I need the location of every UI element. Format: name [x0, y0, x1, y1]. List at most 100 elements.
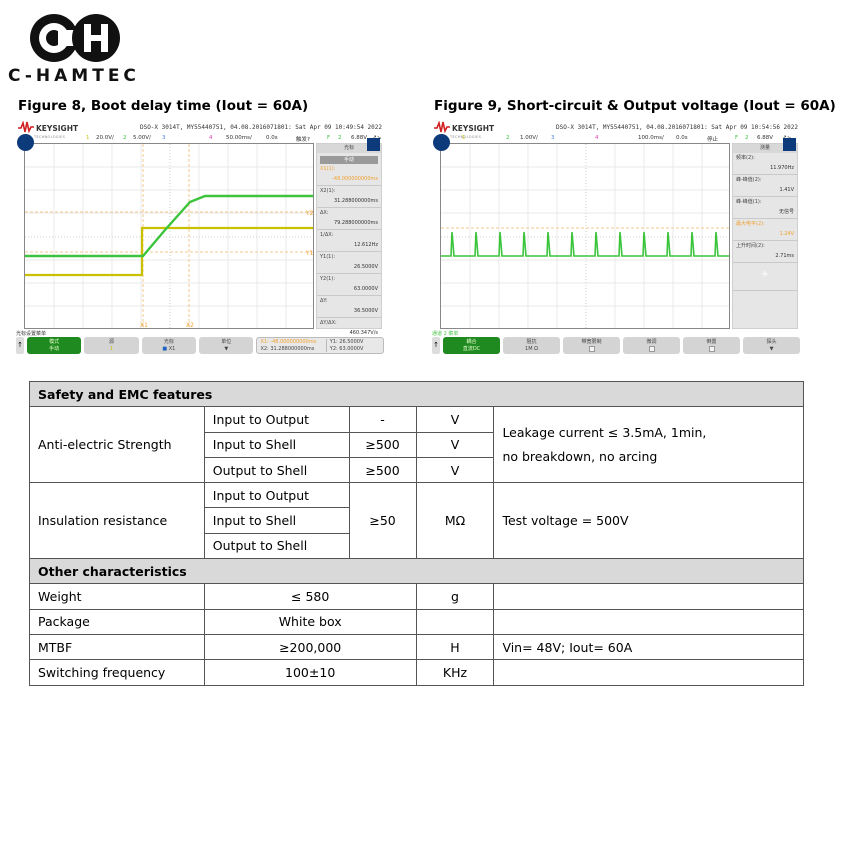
panel-toggle-button[interactable]: [367, 138, 380, 151]
vendor-sub: TECHNOLOGIES: [450, 134, 482, 139]
delay: 0.0s: [266, 135, 278, 141]
status-bar: 1 2 1.00V/ 3 4 100.0ms/ 0.0s 停止 F 2 6.88…: [432, 134, 800, 143]
cursor-x1-marker: X1: [140, 322, 148, 329]
softkey-coupling[interactable]: 耦合 直流DC: [443, 337, 500, 354]
add-measurement-icon[interactable]: +: [733, 263, 797, 291]
softkey-impedance[interactable]: 阻抗 1M Ω: [503, 337, 560, 354]
ch2-scale: 1.00V/: [520, 135, 538, 141]
keysight-logo: KEYSIGHT TECHNOLOGIES: [18, 120, 79, 139]
table-row: Switching frequency 100±10 KHz: [29, 659, 804, 686]
ch4-num: 4: [209, 135, 213, 141]
trigger-level: 6.88V: [351, 135, 368, 141]
keysight-wave-icon: [434, 121, 450, 133]
keysight-wave-icon: [18, 121, 34, 133]
invert-checkbox[interactable]: [708, 346, 715, 352]
table-row: Anti-electric Strength Input to Output -…: [29, 406, 804, 484]
softkey-bw-limit[interactable]: 带宽限制: [563, 337, 620, 354]
status-bar: 1 20.0V/ 2 5.00V/ 3 4 50.00ms/ 0.0s 触发? …: [16, 134, 384, 143]
table-row: Output to Shell ≥500 V: [30, 456, 804, 484]
delay: 0.0s: [676, 135, 688, 141]
vendor-name: KEYSIGHT: [452, 123, 495, 133]
table-row: Insulation resistance Input to Output ≥5…: [29, 482, 804, 560]
company-logo: C-HAMTEC: [6, 8, 156, 86]
ch1-num: 1: [462, 135, 466, 141]
section-header-safety: Safety and EMC features: [29, 380, 804, 408]
softkey-fine[interactable]: 微调: [623, 337, 680, 354]
fine-checkbox[interactable]: [648, 346, 655, 352]
vendor-name: KEYSIGHT: [36, 123, 79, 133]
trigger-state: 停止: [707, 137, 719, 143]
waveform-display: X1 X2 Y2 Y1: [24, 143, 314, 329]
ch1-num: 1: [86, 135, 90, 141]
ch1-scale: 20.0V/: [96, 135, 114, 141]
trigger-icon: F: [327, 135, 331, 141]
measure-max-level: 最大电平(2): 1.24V: [733, 219, 797, 241]
measure-rise-time: 上升时间(2): 2.71ms: [733, 241, 797, 263]
readout-x2: X2(1): 31.288000000ms: [317, 186, 381, 208]
ch3-num: 3: [551, 135, 555, 141]
back-arrow-button[interactable]: ↑: [432, 337, 440, 354]
timebase: 50.00ms/: [226, 135, 252, 141]
softkey-units[interactable]: 单位 ▼: [199, 337, 254, 354]
measure-pk-pk-ch2: 峰-峰值(2): 1.41V: [733, 175, 797, 197]
spec-table: Safety and EMC features Anti-electric St…: [29, 380, 804, 686]
ch4-num: 4: [595, 135, 599, 141]
ch2-scale: 5.00V/: [133, 135, 151, 141]
ch3-num: 3: [162, 135, 166, 141]
readout-x1: X1(1): -48.000000000ms: [317, 164, 381, 186]
timebase: 100.0ms/: [638, 135, 664, 141]
bw-limit-checkbox[interactable]: [588, 346, 595, 352]
readout-inv-dx: 1/ΔX: 12.612Hz: [317, 230, 381, 252]
readout-y1: Y1(1): 26.5000V: [317, 252, 381, 274]
oscilloscope-screenshot-short-circuit: KEYSIGHT TECHNOLOGIES DSO-X 3014T, MY554…: [432, 118, 800, 356]
readout-dx: ΔX: 79.288000000ms: [317, 208, 381, 230]
table-row: Input to Shell ≥500 V: [30, 431, 804, 458]
table-row: MTBF ≥200,000 H Vin= 48V; Iout= 60A: [29, 633, 804, 661]
trigger-icon: F: [735, 135, 739, 141]
scope-menu-button[interactable]: [17, 134, 34, 151]
leakage-note: Leakage current ≤ 3.5mA, 1min, no breakd…: [493, 406, 804, 484]
softkey-cursor[interactable]: 光标 ■ X1: [141, 337, 197, 354]
softkey-mode[interactable]: 模式 手动: [27, 337, 82, 354]
side-panel-title: 测量: [759, 145, 770, 151]
logo-text: C-HAMTEC: [8, 66, 140, 86]
softkey-probe[interactable]: 探头 ▼: [743, 337, 800, 354]
vendor-sub: TECHNOLOGIES: [34, 134, 66, 139]
menu-caption: 光标设置菜单: [16, 331, 47, 337]
test-voltage-note: Test voltage = 500V: [493, 482, 804, 560]
trigger-channel: 2: [745, 135, 749, 141]
cursor-readout: X1: -48.000000000ms X2: 31.288000000ms Y1…: [256, 337, 385, 354]
back-arrow-button[interactable]: ↑: [16, 337, 24, 354]
readout-dy: ΔY: 36.5000V: [317, 296, 381, 318]
measure-frequency: 频率(2): 11.970Hz: [733, 153, 797, 175]
scope-header-info: DSO-X 3014T, MY55440751, 04.08.201607180…: [139, 124, 382, 131]
ch2-num: 2: [123, 135, 127, 141]
waveform-plot: [441, 144, 729, 328]
table-row: Output to Shell: [30, 532, 804, 560]
scope-header-info: DSO-X 3014T, MY55440751, 04.08.201607180…: [555, 124, 798, 131]
oscilloscope-screenshot-boot-delay: KEYSIGHT TECHNOLOGIES DSO-X 3014T, MY554…: [16, 118, 385, 356]
readout-y2: Y2(1): 63.0000V: [317, 274, 381, 296]
softkey-bar: ↑ 耦合 直流DC 阻抗 1M Ω 带宽限制 微调 倒置 探头 ▼: [432, 337, 800, 354]
panel-toggle-button[interactable]: [783, 138, 796, 151]
measure-pk-pk-ch1: 峰-峰值(1): 无信号: [733, 197, 797, 219]
side-panel-title: 光标: [343, 145, 354, 151]
menu-caption: 通道 2 菜单: [432, 331, 459, 337]
scope-menu-button[interactable]: [433, 134, 450, 151]
table-row: Package White box: [29, 608, 804, 635]
group-name: Anti-electric Strength: [29, 406, 205, 484]
ch-logo-mark-icon: [30, 14, 120, 62]
trigger-channel: 2: [338, 135, 342, 141]
waveform-plot: X1 X2 Y2 Y1: [25, 144, 314, 329]
table-row: Weight ≤ 580 g: [29, 583, 804, 610]
group-name: Insulation resistance: [29, 482, 205, 560]
table-row: Input to Shell: [30, 507, 804, 534]
softkey-invert[interactable]: 倒置: [683, 337, 740, 354]
cursor-mode: 手动: [320, 156, 378, 164]
figure-8-title: Figure 8, Boot delay time (Iout = 60A): [18, 98, 309, 114]
cursor-side-panel: 光标 手动 X1(1): -48.000000000ms X2(1): 31.288…: [316, 138, 382, 340]
waveform-display: [440, 143, 730, 329]
cursor-y1-marker: Y1: [305, 250, 314, 257]
